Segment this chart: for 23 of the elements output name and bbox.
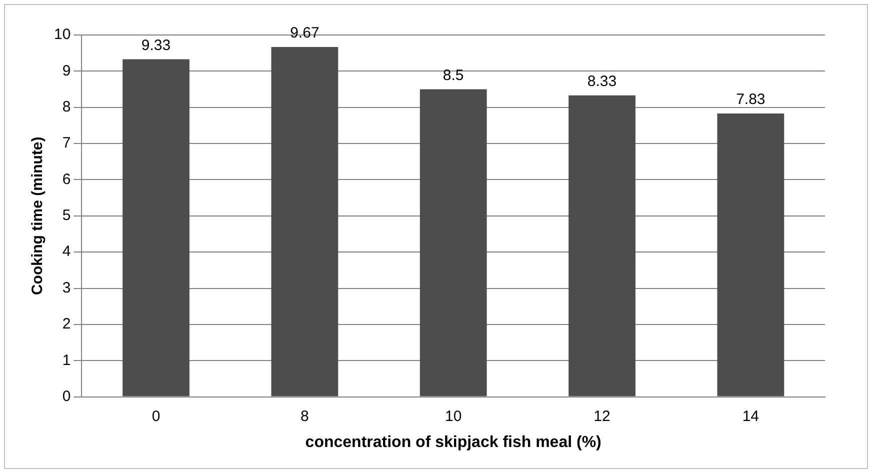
y-tick-label: 1 — [62, 352, 71, 369]
y-tick-label: 8 — [62, 98, 71, 116]
x-tick-label: 10 — [445, 408, 462, 425]
x-tick-label: 14 — [742, 408, 760, 425]
y-tick-label: 10 — [54, 26, 71, 44]
data-label: 9.67 — [290, 24, 320, 42]
y-tick-label: 5 — [62, 207, 71, 224]
data-label: 9.33 — [141, 36, 171, 54]
y-tick-label: 7 — [62, 134, 71, 152]
y-tick-label: 0 — [62, 388, 71, 405]
x-tick-label: 8 — [300, 408, 309, 425]
y-axis-title: Cooking time (minute) — [29, 136, 46, 296]
y-tick-label: 9 — [62, 62, 71, 80]
x-tick-label: 0 — [152, 408, 160, 425]
y-tick-label: 3 — [62, 279, 71, 296]
x-tick-label: 12 — [594, 408, 610, 425]
data-label: 8.33 — [587, 73, 617, 90]
data-label: 8.5 — [442, 66, 464, 84]
data-label: 7.83 — [736, 91, 766, 108]
y-tick-label: 2 — [62, 316, 71, 333]
y-tick-label: 6 — [62, 170, 71, 188]
y-tick-label: 4 — [62, 243, 71, 260]
x-axis-title: concentration of skipjack fish meal (%) — [305, 434, 602, 451]
